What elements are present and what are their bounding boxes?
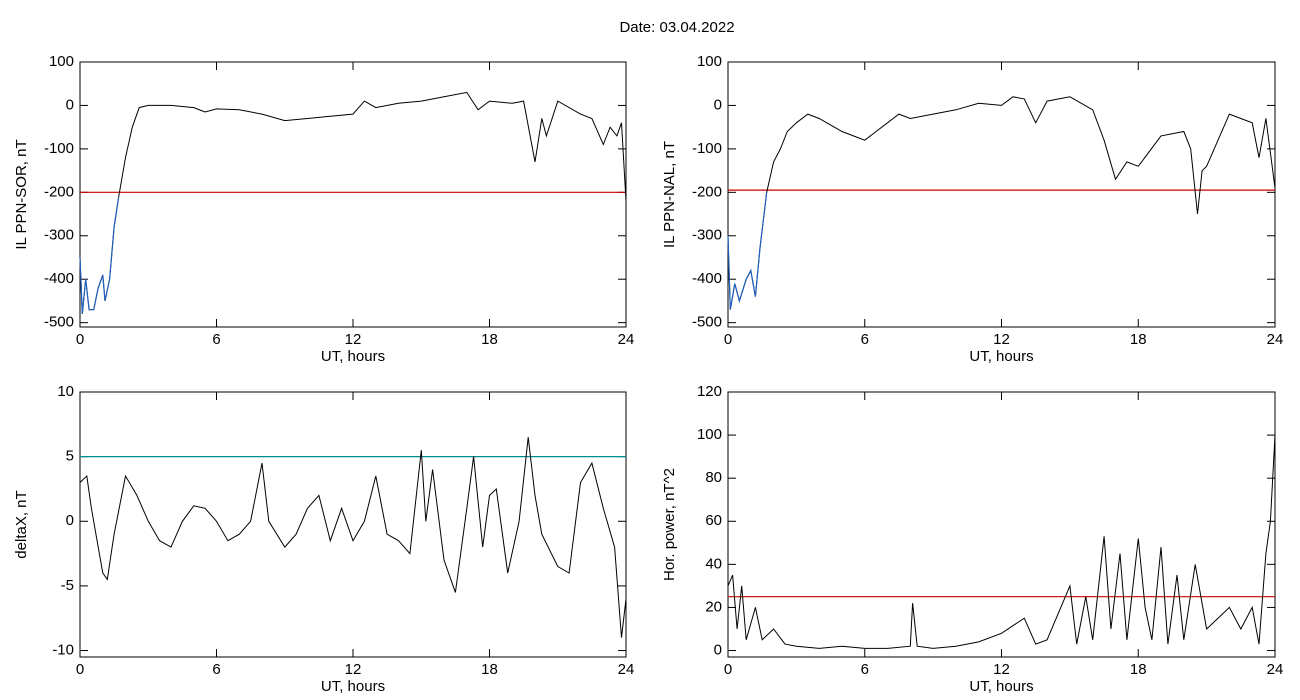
data-line (79, 91, 627, 315)
y-tick-label: 0 (714, 96, 722, 113)
x-axis-label: UT, hours (321, 678, 385, 695)
x-axis-label: UT, hours (969, 678, 1033, 695)
x-tick-label: 0 (724, 331, 732, 348)
y-tick-label: 5 (66, 448, 74, 465)
y-tick-label: -400 (44, 270, 74, 287)
x-tick-label: 18 (1130, 661, 1147, 678)
y-tick-label: 100 (697, 426, 722, 443)
line-below-threshold (79, 196, 120, 315)
y-tick-label: -10 (52, 642, 74, 659)
y-tick-label: -100 (692, 140, 722, 157)
y-axis-label: deltaX, nT (13, 490, 30, 558)
plot-frame (79, 391, 627, 658)
y-tick-label: -200 (692, 183, 722, 200)
data-line (727, 96, 1276, 310)
x-tick-label: 24 (1267, 661, 1284, 678)
y-tick-label: -300 (44, 227, 74, 244)
y-tick-label: -400 (692, 270, 722, 287)
x-tick-label: 6 (212, 331, 220, 348)
y-tick-label: -500 (44, 314, 74, 331)
plot-frame (727, 391, 1276, 658)
x-tick-label: 18 (481, 331, 498, 348)
line-below-threshold (727, 192, 768, 310)
y-tick-label: 40 (705, 555, 722, 572)
x-tick-label: 18 (481, 661, 498, 678)
x-tick-label: 6 (212, 661, 220, 678)
y-tick-label: 80 (705, 469, 722, 486)
y-tick-label: 10 (57, 383, 74, 400)
x-tick-label: 12 (993, 331, 1010, 348)
x-tick-label: 6 (861, 331, 869, 348)
x-tick-label: 12 (345, 331, 362, 348)
x-tick-label: 24 (618, 661, 635, 678)
x-tick-label: 6 (861, 661, 869, 678)
figure-title: Date: 03.04.2022 (619, 19, 734, 36)
y-tick-label: -300 (692, 227, 722, 244)
y-tick-label: 0 (66, 96, 74, 113)
y-tick-label: 60 (705, 512, 722, 529)
y-tick-label: -100 (44, 140, 74, 157)
y-tick-label: -5 (61, 577, 74, 594)
plot-frame (79, 61, 627, 328)
y-axis-label: IL PPN-NAL, nT (661, 141, 678, 248)
y-tick-label: 100 (49, 53, 74, 70)
x-tick-label: 0 (724, 661, 732, 678)
data-line (79, 437, 627, 638)
y-tick-label: -500 (692, 314, 722, 331)
x-tick-label: 18 (1130, 331, 1147, 348)
y-tick-label: 0 (714, 642, 722, 659)
data-line (727, 435, 1276, 649)
x-tick-label: 0 (76, 661, 84, 678)
y-tick-label: 120 (697, 383, 722, 400)
x-tick-label: 12 (345, 661, 362, 678)
y-tick-label: 20 (705, 598, 722, 615)
x-tick-label: 24 (1267, 331, 1284, 348)
y-tick-label: 100 (697, 53, 722, 70)
x-axis-label: UT, hours (969, 348, 1033, 365)
x-tick-label: 24 (618, 331, 635, 348)
x-tick-label: 0 (76, 331, 84, 348)
x-axis-label: UT, hours (321, 348, 385, 365)
x-tick-label: 12 (993, 661, 1010, 678)
y-tick-label: -200 (44, 183, 74, 200)
y-axis-label: Hor. power, nT^2 (661, 468, 678, 581)
y-axis-label: IL PPN-SOR, nT (13, 139, 30, 249)
plot-frame (727, 61, 1276, 328)
y-tick-label: 0 (66, 512, 74, 529)
